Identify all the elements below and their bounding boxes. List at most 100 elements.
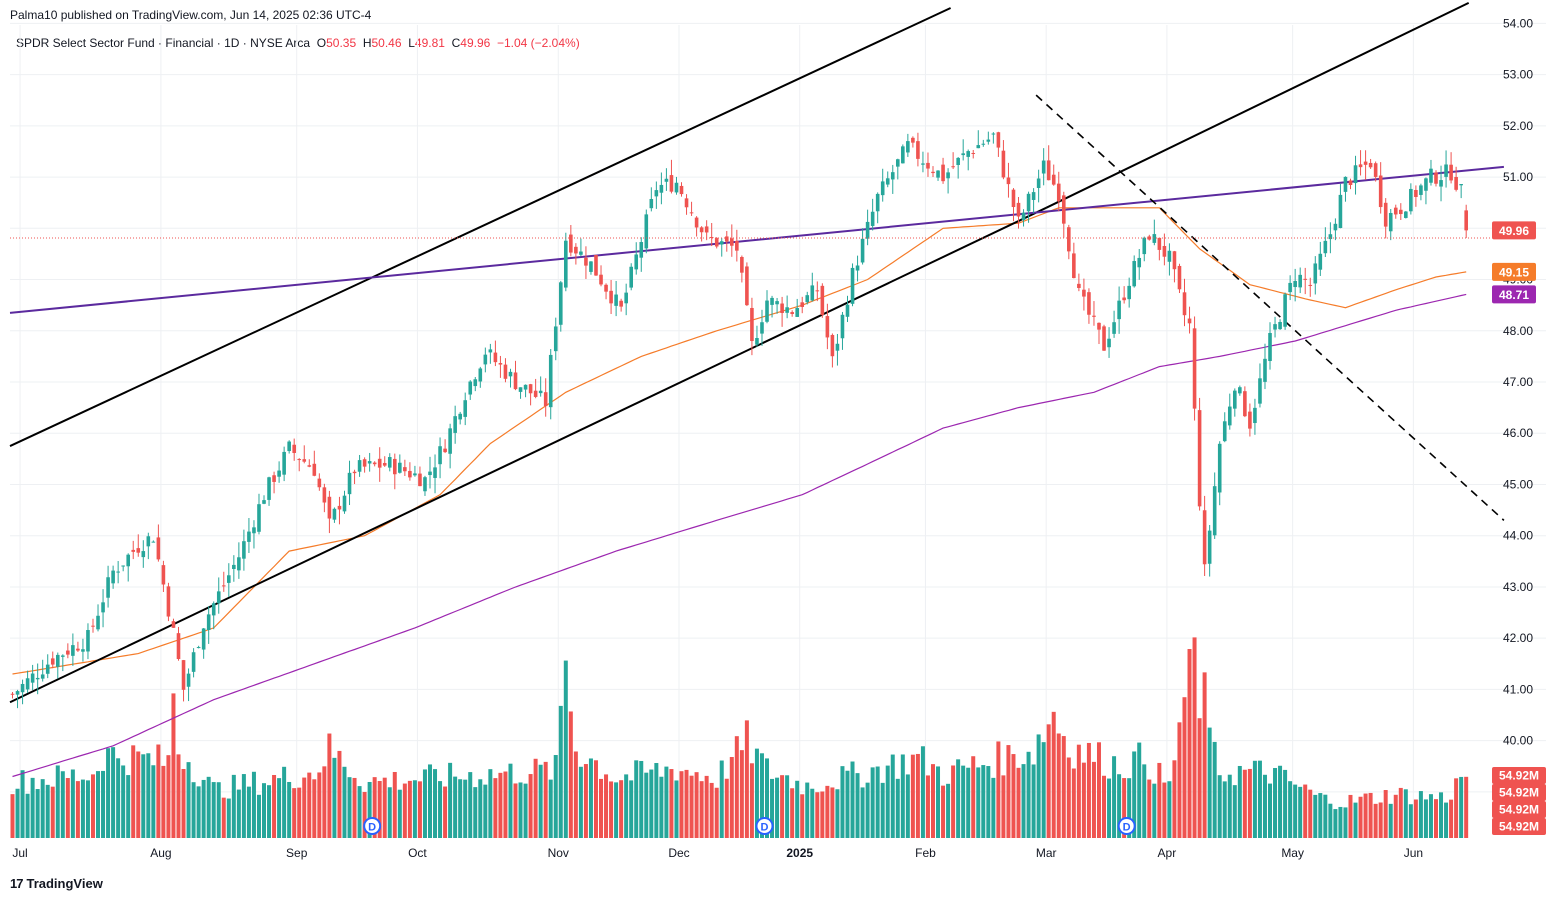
price-label-tag [1492,285,1536,304]
dividend-marker-label: D [368,822,376,834]
volume-bar [1328,803,1333,838]
candle-body [730,238,734,246]
candle-body [347,472,352,495]
candle-body [614,294,618,306]
volume-bar [634,760,639,838]
price-axis[interactable]: 39.0040.0041.0042.0043.0044.0045.0046.00… [1503,16,1533,799]
candle-body [1278,321,1282,330]
volume-bar [1182,697,1187,838]
candle-body [674,182,679,193]
volume-bar [734,736,739,838]
candle-body [1187,318,1192,324]
volume-bar [422,769,427,838]
candle-body [1328,234,1333,240]
x-tick-label: Dec [668,846,689,860]
volume-bar [362,791,367,838]
candle-body [387,457,392,468]
candle-body [1323,240,1328,254]
volume-bar [427,764,432,838]
y-tick-label: 54.00 [1503,16,1533,30]
candle-body [503,364,508,379]
volume-bar [372,777,377,838]
candle-body [921,163,925,165]
candle-body [1197,410,1202,507]
volume-bar [136,751,141,838]
volume-bar [614,782,619,838]
candle-body [1006,177,1011,185]
volume-bar [1459,776,1464,838]
volume-bar [664,766,669,838]
volume-bar [40,779,45,838]
symbol-title[interactable]: SPDR Select Sector Fund · Financial · 1D… [16,36,311,50]
volume-bar [951,765,956,838]
candle-body [765,300,769,322]
price-label-text: 49.15 [1499,265,1529,279]
candle-body [926,162,930,169]
volume-bar [629,780,634,838]
volume-bar [216,782,221,838]
candle-body [151,541,156,543]
volume-bar [80,779,85,838]
candle-body [735,240,739,251]
grid-lines [10,22,1546,838]
volume-label-text: 54.92M [1499,820,1539,834]
candle-body [558,282,563,325]
volume-bar [186,762,191,838]
candle-body [1273,324,1277,330]
candle-body [689,212,694,214]
volume-bar [1343,807,1348,838]
volume-bar [1403,789,1408,838]
time-axis[interactable]: Jul Aug Sep Oct Nov Dec 2025 Feb Mar Apr May Jun [12,846,1423,860]
volume-bar [206,776,211,838]
volume-bar [1162,782,1167,838]
volume-label-text: 54.92M [1499,769,1539,783]
candle-body [1288,282,1292,293]
volume-bar [593,760,598,838]
volume-bar [890,754,895,838]
volume-bar [151,765,156,838]
volume-bar [453,776,458,838]
volume-bars [10,637,1469,838]
volume-bar [724,778,729,838]
candle-body [619,300,623,307]
volume-bar [1247,768,1252,838]
candle-body [553,326,558,352]
volume-bar [377,781,382,838]
candle-body [1061,195,1066,224]
volume-bar [1237,765,1242,838]
candle-body [1117,300,1121,320]
volume-bar [30,777,35,838]
candle-body [961,153,965,156]
candle-body [724,236,729,242]
candle-body [232,564,236,570]
candle-body [352,471,357,474]
volume-bar [161,765,166,838]
volume-bar [915,753,920,838]
volume-bar [1278,765,1283,838]
tradingview-brand[interactable]: 17 TradingView [10,876,103,891]
candle-body [1243,391,1247,417]
candle-body [1353,165,1358,184]
volume-bar [966,767,971,838]
x-tick-label: Jul [12,846,27,860]
candle-body [805,295,810,303]
volume-bar [996,741,1001,838]
candle-body [166,586,171,617]
close-value: 49.96 [460,36,491,50]
symbol-legend: SPDR Select Sector Fund · Financial · 1D… [16,36,580,50]
candle-body [45,664,50,674]
candle-body [755,338,759,345]
volume-bar [609,781,614,838]
candle-body [448,428,452,454]
volume-bar [45,784,50,838]
volume-bar [357,786,362,838]
volume-bar [704,775,709,838]
volume-bar [277,778,282,838]
candle-body [1137,257,1142,268]
volume-bar [689,775,694,838]
trend-drawings [9,1,1505,704]
volume-bar [417,781,422,838]
candle-body [624,292,628,304]
volume-bar [739,750,744,838]
